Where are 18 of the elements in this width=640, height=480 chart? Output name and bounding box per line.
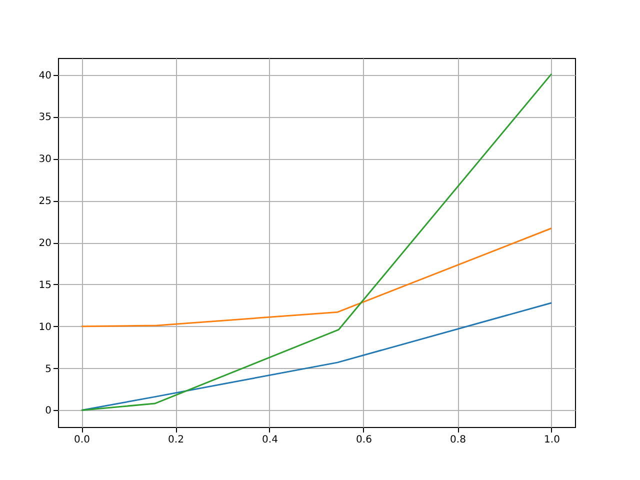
x-tick-label: 0.8 bbox=[450, 434, 466, 446]
y-tick-label: 0 bbox=[45, 406, 52, 417]
x-tick-label: 1.0 bbox=[544, 434, 560, 446]
line-series bbox=[80, 73, 552, 411]
y-tick-label: 25 bbox=[38, 196, 52, 208]
line-series bbox=[80, 227, 552, 328]
x-tick-label: 0.6 bbox=[356, 434, 372, 446]
line-series bbox=[80, 302, 552, 411]
x-tick-label: 0.0 bbox=[74, 434, 90, 446]
y-tick-label: 30 bbox=[38, 154, 52, 166]
x-tick-label: 0.2 bbox=[168, 434, 184, 446]
y-tick-label: 35 bbox=[38, 112, 52, 124]
y-tick-label: 15 bbox=[38, 280, 52, 291]
y-tick-label: 10 bbox=[38, 322, 52, 333]
y-tick-label: 40 bbox=[38, 70, 52, 82]
x-tick-label: 0.4 bbox=[262, 434, 278, 446]
y-tick-label: 20 bbox=[38, 238, 52, 249]
y-tick-label: 5 bbox=[45, 364, 52, 375]
